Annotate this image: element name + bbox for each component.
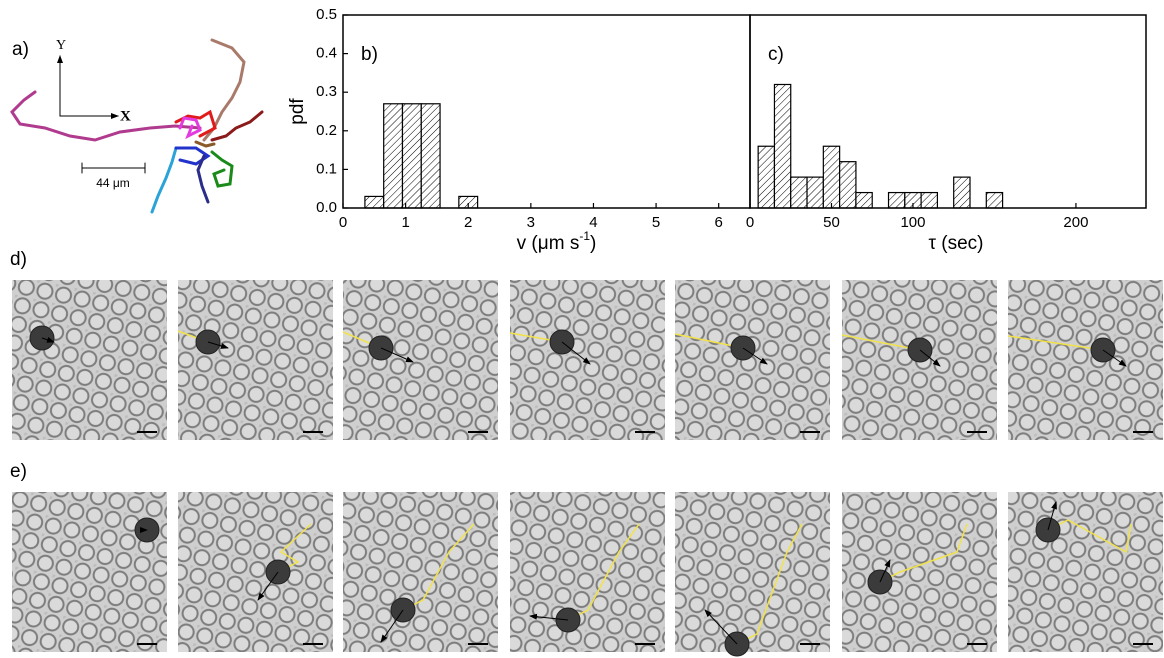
direction-arrow (529, 613, 569, 621)
x-tick-label: 6 (715, 214, 723, 231)
micrograph (510, 280, 665, 440)
micrograph (675, 492, 830, 652)
micrograph (675, 280, 830, 440)
x-axis-label: τ (sec) (928, 233, 983, 254)
bar (822, 145, 841, 209)
direction-arrow (742, 347, 768, 365)
x-tick-label: 2 (464, 214, 472, 231)
y-tick-label: 0.2 (316, 122, 337, 139)
trajectories (10, 38, 264, 214)
x-tick-label: 1 (401, 214, 409, 231)
y-tick-label: 0.1 (316, 160, 337, 177)
bar (364, 195, 385, 209)
direction-arrow (919, 349, 941, 367)
direction-arrow (380, 347, 414, 363)
scale-label: 44 μm (96, 176, 130, 190)
bar (920, 191, 939, 209)
panel-label: c) (768, 44, 784, 65)
direction-arrow (41, 336, 55, 343)
bar (887, 191, 906, 209)
bar (790, 176, 808, 209)
axis-label: Y (56, 38, 66, 53)
bar (773, 83, 792, 209)
micrograph (178, 280, 333, 440)
bar (953, 176, 971, 209)
y-tick-label: 0.0 (316, 199, 337, 216)
bar (383, 103, 404, 209)
axis-label: X (120, 108, 131, 124)
direction-arrow (1102, 349, 1127, 367)
micrograph (12, 280, 167, 440)
x-axis-label-end: ) (590, 233, 596, 254)
bar (806, 176, 824, 209)
x-tick-label: 50 (823, 214, 840, 231)
panel-label: b) (361, 44, 378, 65)
x-tick-label: 3 (527, 214, 535, 231)
micrograph (343, 280, 498, 440)
bar (985, 191, 1004, 209)
direction-arrow (207, 341, 229, 349)
x-axis-label: v (μm s-1) (517, 229, 597, 254)
micrograph (1008, 492, 1163, 652)
micrograph (12, 492, 167, 652)
panel-label: d) (10, 249, 27, 270)
micrograph (343, 492, 498, 652)
bar (401, 103, 422, 209)
y-tick-label: 0.3 (316, 83, 337, 100)
x-axis-label-text: τ (sec) (928, 233, 983, 254)
trail (841, 334, 921, 351)
x-tick-label: 0 (746, 214, 754, 231)
x-axis-label-text: v (μm s (517, 233, 580, 254)
direction-arrow (879, 559, 891, 583)
micrograph (1008, 280, 1163, 440)
y-axis-label: pdf (287, 98, 308, 125)
x-axis-label-sup: -1 (579, 229, 590, 243)
bar (420, 103, 441, 209)
bead (134, 517, 160, 543)
x-tick-label: 4 (589, 214, 597, 231)
direction-arrow (380, 609, 404, 643)
bar (839, 161, 857, 209)
direction-arrow (561, 341, 591, 365)
micrograph (510, 492, 665, 652)
x-tick-label: 0 (339, 214, 347, 231)
panel-label: a) (12, 39, 29, 60)
x-tick-label: 200 (1063, 214, 1088, 231)
y-tick-label: 0.4 (316, 45, 337, 62)
panel-label: e) (10, 461, 27, 482)
trail (1007, 335, 1104, 351)
direction-arrow (257, 571, 279, 601)
micrographs (12, 280, 1163, 657)
micrograph (178, 492, 333, 652)
x-tick-label: 100 (900, 214, 925, 231)
plot-frame (749, 14, 1147, 209)
direction-arrow (1047, 501, 1057, 531)
bar (757, 145, 776, 209)
x-tick-label: 5 (652, 214, 660, 231)
direction-arrow (704, 609, 738, 645)
bar (855, 191, 873, 209)
y-tick-label: 0.5 (316, 6, 337, 23)
micrograph (842, 492, 997, 652)
